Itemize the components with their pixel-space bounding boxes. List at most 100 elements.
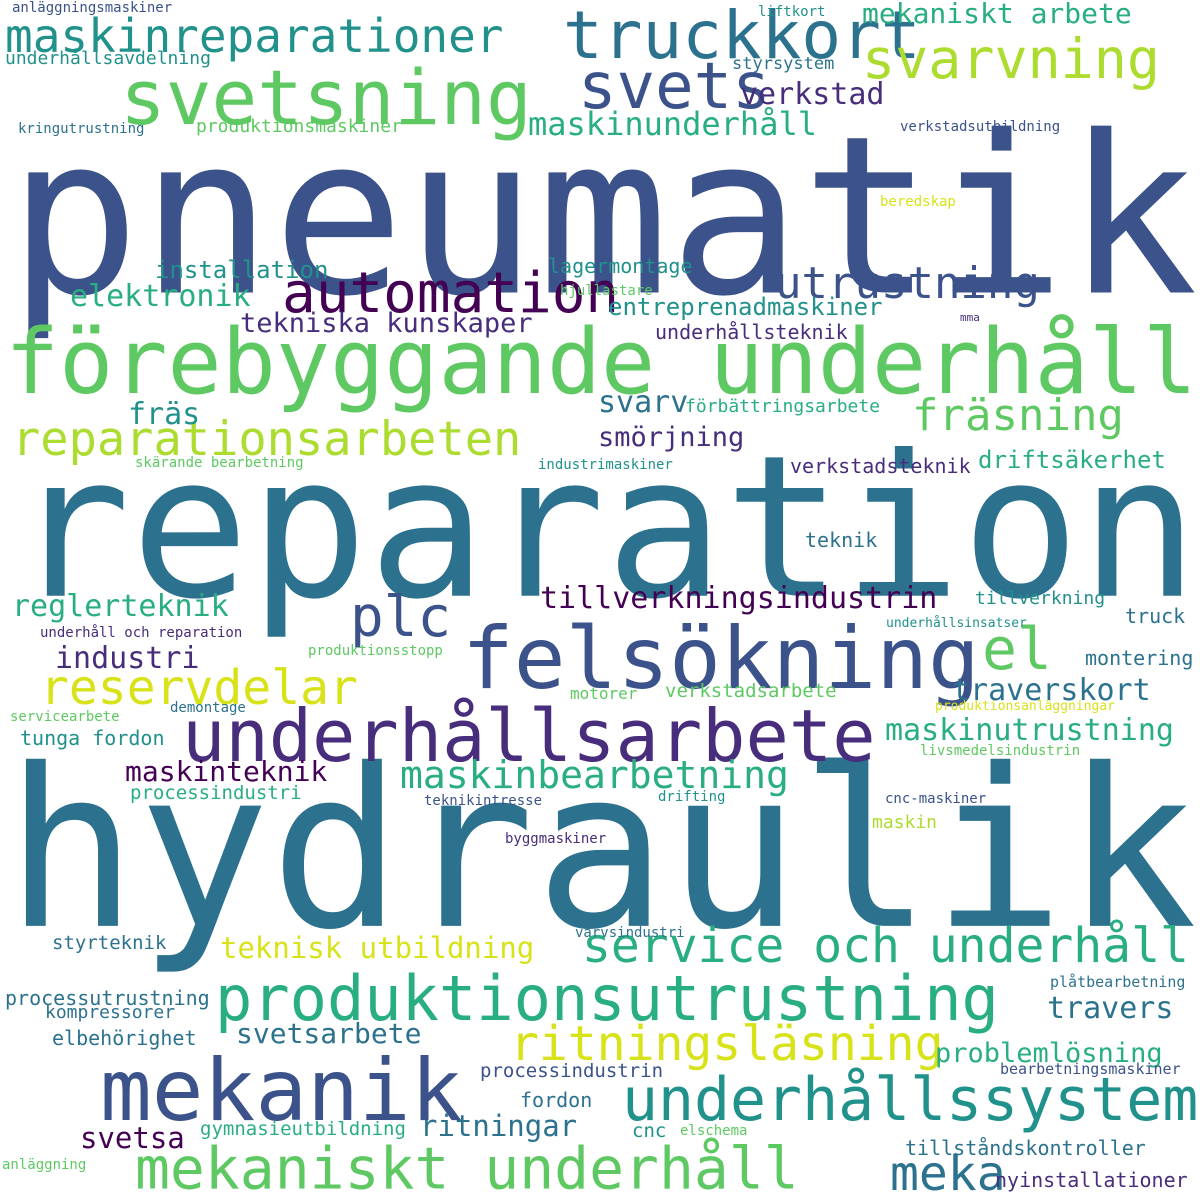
word-cnc: cnc [632, 1120, 667, 1142]
word-frasning: fräsning [912, 390, 1124, 441]
word-automation: automation [282, 261, 620, 326]
word-tillverkningsindustrin: tillverkningsindustrin [540, 581, 938, 616]
word-ritningslasning: ritningsläsning [510, 1016, 944, 1072]
word-tillverkning: tillverkning [975, 588, 1106, 609]
word-travers: travers [1047, 991, 1174, 1026]
word-underhall-och-reparation: underhåll och reparation [40, 625, 243, 641]
word-problemlosning: problemlösning [935, 1038, 1163, 1069]
word-mekaniskt-underhall: mekaniskt underhåll [135, 1135, 799, 1200]
word-truckkort: truckkort [563, 0, 921, 74]
word-maskin: maskin [872, 812, 938, 833]
word-teknik: teknik [805, 528, 878, 552]
word-elektronik: elektronik [70, 279, 251, 314]
word-styrsystem: styrsystem [732, 54, 835, 74]
word-processutrustning: processutrustning [5, 986, 210, 1010]
word-maskinunderhall: maskinunderhåll [528, 105, 817, 143]
word-processindustrin: processindustrin [480, 1060, 664, 1082]
word-skarande-bearbetning: skärande bearbetning [135, 455, 304, 471]
word-anlaggning: anläggning [2, 1157, 87, 1173]
word-tillstandskontroller: tillståndskontroller [905, 1136, 1146, 1160]
word-utrustning: utrustning [775, 258, 1040, 309]
word-kringutrustning: kringutrustning [18, 121, 145, 137]
word-verkstad: verkstad [740, 77, 885, 112]
word-processindustri: processindustri [130, 782, 302, 804]
word-reservdelar: reservdelar [40, 660, 358, 716]
word-byggmaskiner: byggmaskiner [505, 831, 607, 847]
word-beredskap: beredskap [880, 194, 956, 210]
word-motorer: motorer [570, 684, 638, 703]
word-underhallsteknik: underhållsteknik [655, 320, 848, 344]
word-styrteknik: styrteknik [52, 932, 167, 954]
word-fras: fräs [128, 397, 201, 432]
word-felsokning: felsökning [462, 609, 980, 709]
word-livsmedelsindustrin: livsmedelsindustrin [920, 743, 1081, 759]
word-verkstadsarbete: verkstadsarbete [665, 680, 837, 702]
word-svarvning: svarvning [862, 27, 1161, 91]
word-hydraulik: hydraulik [5, 722, 1198, 978]
word-reparationsarbeten: reparationsarbeten [12, 412, 522, 467]
word-hjullastare: hjullastare [560, 283, 653, 299]
word-elschema: elschema [680, 1123, 748, 1139]
word-reparation: reparation [12, 413, 1199, 643]
word-maskinutrustning: maskinutrustning [885, 713, 1174, 748]
word-plc: plc [350, 585, 452, 650]
word-kompressorer: kompressorer [45, 1002, 176, 1023]
word-forebyggande-underhall: förebyggande underhåll [5, 310, 1198, 415]
word-svetsarbete: svetsarbete [236, 1017, 422, 1050]
word-produktionsmaskiner: produktionsmaskiner [196, 116, 402, 137]
word-underhallsinsatser: underhållsinsatser [886, 616, 1027, 631]
word-truck: truck [1125, 604, 1186, 628]
word-servicearbete: servicearbete [10, 709, 120, 725]
word-elbehorighet: elbehörighet [52, 1026, 197, 1050]
word-svetsning: svetsning [120, 53, 532, 142]
word-maskinteknik: maskinteknik [125, 755, 328, 788]
word-mekanik: mekanik [100, 1041, 463, 1141]
word-reglerteknik: reglerteknik [12, 589, 229, 624]
word-verkstadsutbildning: verkstadsutbildning [900, 119, 1061, 135]
word-nyinstallationer: nyinstallationer [995, 1168, 1188, 1192]
word-liftkort: liftkort [758, 4, 826, 20]
word-ritningar: ritningar [420, 1109, 578, 1143]
word-industri: industri [55, 641, 200, 676]
word-svetsa: svetsa [80, 1121, 185, 1155]
word-produktionsanlaggningar: produktionsanläggningar [935, 699, 1116, 714]
word-fordon: fordon [520, 1088, 593, 1112]
word-installation: installation [155, 256, 329, 284]
word-platbearbetning: plåtbearbetning [1050, 973, 1186, 991]
word-mekaniskt-arbete: mekaniskt arbete [862, 0, 1132, 30]
word-underhallsarbete: underhållsarbete [182, 694, 876, 778]
word-entreprenadmaskiner: entreprenadmaskiner [608, 293, 883, 321]
word-meka: meka [890, 1146, 1006, 1200]
word-svets: svets [578, 50, 771, 124]
word-lagermontage: lagermontage [548, 254, 693, 278]
word-tekniska-kunskaper: tekniska kunskaper [240, 308, 533, 339]
word-teknikintresse: teknikintresse [424, 793, 543, 809]
word-industrimaskiner: industrimaskiner [538, 457, 673, 473]
word-svarv: svarv [598, 385, 689, 420]
word-tunga-fordon: tunga fordon [20, 726, 165, 750]
word-el: el [982, 615, 1052, 683]
word-service-och-underhall: service och underhåll [582, 918, 1189, 974]
word-drifting: drifting [658, 789, 726, 805]
word-cnc-maskiner: cnc-maskiner [885, 791, 987, 807]
word-montering: montering [1085, 646, 1194, 670]
word-forbattringsarbete: förbättringsarbete [685, 396, 881, 417]
word-verkstadsteknik: verkstadsteknik [790, 454, 971, 478]
word-gymnasieutbildning: gymnasieutbildning [200, 1118, 406, 1140]
word-underhallsavdelning: underhållsavdelning [5, 48, 211, 69]
word-produktionsutrustning: produktionsutrustning [215, 962, 999, 1035]
word-maskinbearbetning: maskinbearbetning [400, 753, 789, 797]
word-teknisk-utbildning: teknisk utbildning [220, 931, 535, 965]
word-mma: mma [960, 311, 980, 324]
word-demontage: demontage [170, 700, 246, 716]
word-smorjning: smörjning [598, 422, 745, 453]
word-varvsindustri: varvsindustri [575, 925, 685, 941]
word-bearbetningsmaskiner: bearbetningsmaskiner [1000, 1060, 1181, 1078]
word-pneumatik: pneumatik [8, 89, 1198, 346]
word-produktionsstopp: produktionsstopp [308, 643, 443, 659]
word-driftsakerhet: driftsäkerhet [978, 446, 1166, 474]
word-underhallssystem: underhållssystem [622, 1065, 1199, 1135]
word-maskinreparationer: maskinreparationer [5, 9, 504, 63]
word-traverskort: traverskort [952, 673, 1151, 708]
